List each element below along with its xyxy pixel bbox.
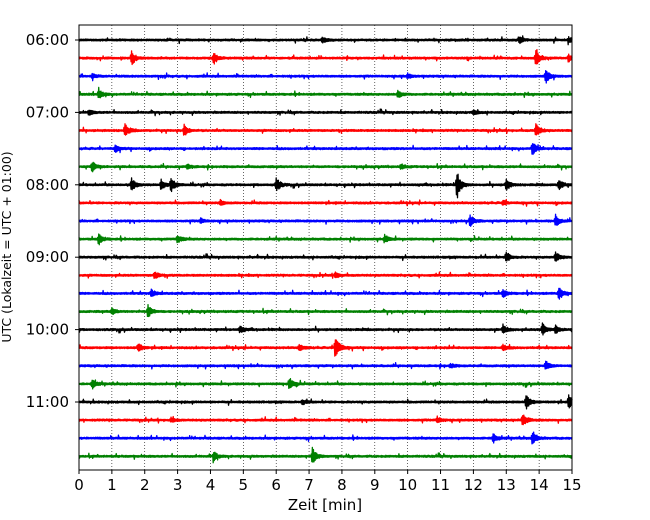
y-tick-label-0: 06:00 xyxy=(26,31,69,49)
y-tick-label-1: 07:00 xyxy=(26,103,69,121)
x-tick-label-5: 5 xyxy=(239,476,249,494)
x-tick-label-9: 9 xyxy=(370,476,380,494)
x-tick-label-10: 10 xyxy=(398,476,417,494)
x-tick-label-15: 15 xyxy=(562,476,581,494)
trace-0800 xyxy=(78,173,573,199)
x-tick-label-3: 3 xyxy=(173,476,183,494)
trace-0645 xyxy=(78,86,573,99)
y-axis-label: UTC (Lokalzeit = UTC + 01:00) xyxy=(0,151,14,342)
vertical-gridlines xyxy=(111,25,540,470)
trace-1145 xyxy=(78,446,573,464)
y-axis-ticks: 06:00 07:00 08:00 09:00 10:00 11:00 xyxy=(26,31,79,411)
trace-0630 xyxy=(78,69,573,84)
trace-1030 xyxy=(78,360,573,370)
x-tick-label-1: 1 xyxy=(107,476,117,494)
trace-0945 xyxy=(78,304,573,318)
x-tick-label-14: 14 xyxy=(530,476,549,494)
x-tick-label-8: 8 xyxy=(337,476,347,494)
trace-1100 xyxy=(78,394,573,410)
trace-lines xyxy=(78,35,573,464)
y-tick-label-2: 08:00 xyxy=(26,176,69,194)
x-tick-label-6: 6 xyxy=(271,476,281,494)
x-tick-label-4: 4 xyxy=(206,476,216,494)
trace-1015 xyxy=(78,339,573,357)
trace-0730 xyxy=(78,143,573,155)
trace-0815 xyxy=(78,198,573,207)
trace-1130 xyxy=(78,431,573,445)
y-tick-label-5: 11:00 xyxy=(26,393,69,411)
trace-0700 xyxy=(78,108,573,117)
trace-0715 xyxy=(78,123,573,136)
trace-1045 xyxy=(78,377,573,390)
trace-0830 xyxy=(78,213,573,227)
x-tick-label-12: 12 xyxy=(464,476,483,494)
trace-0845 xyxy=(78,233,573,246)
plot-background xyxy=(79,25,572,470)
trace-1000 xyxy=(78,322,573,336)
x-tick-label-11: 11 xyxy=(431,476,450,494)
x-tick-label-7: 7 xyxy=(304,476,314,494)
y-tick-label-4: 10:00 xyxy=(26,321,69,339)
trace-0745 xyxy=(78,161,573,173)
x-tick-label-2: 2 xyxy=(140,476,150,494)
trace-0915 xyxy=(78,271,573,279)
y-tick-label-3: 09:00 xyxy=(26,248,69,266)
trace-0900 xyxy=(78,251,573,262)
trace-1115 xyxy=(78,414,573,426)
x-tick-label-0: 0 xyxy=(74,476,84,494)
x-axis-label: Zeit [min] xyxy=(288,496,362,514)
trace-0600 xyxy=(78,35,573,46)
trace-0930 xyxy=(78,287,573,300)
plot-frame xyxy=(78,24,573,471)
trace-0615 xyxy=(78,48,573,66)
x-tick-label-13: 13 xyxy=(497,476,516,494)
x-axis-ticks: 0 1 2 3 4 5 6 7 8 9 10 11 12 13 14 15 xyxy=(74,470,582,494)
